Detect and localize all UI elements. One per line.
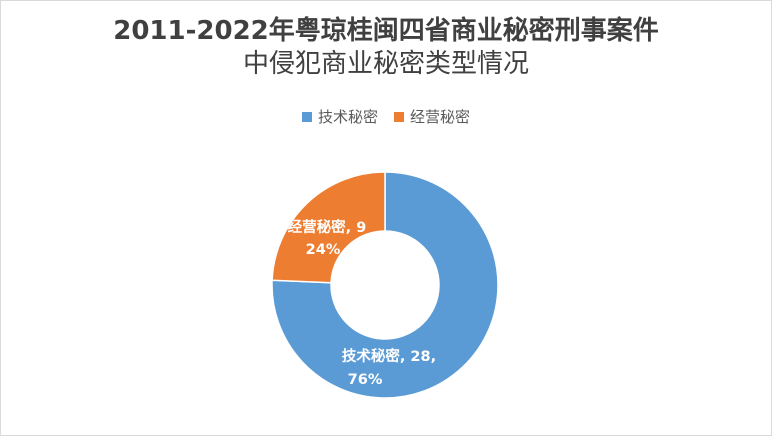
legend-swatch-business [394, 111, 404, 122]
legend-label-tech: 技术秘密 [317, 108, 378, 126]
donut-slice-tech [271, 171, 499, 399]
chart-title-line2: 中侵犯商业秘密类型情况 [242, 49, 529, 79]
donut-slice-business [271, 171, 386, 284]
legend-label-business: 经营秘密 [410, 108, 471, 126]
data-label-business-percent: 24% [306, 242, 341, 258]
chart-title: 2011-2022年粤琼桂闽四省商业秘密刑事案件 中侵犯商业秘密类型情况 [1, 15, 771, 81]
chart-title-line1: 2011-2022年粤琼桂闽四省商业秘密刑事案件 [113, 16, 659, 46]
data-label-business-name: 经营秘密, 9 [288, 218, 367, 236]
legend-swatch-tech [301, 111, 312, 122]
legend-item-business: 经营秘密 [394, 106, 470, 127]
data-label-tech-name: 技术秘密, 28, [342, 347, 436, 365]
legend-item-tech: 技术秘密 [301, 106, 378, 127]
legend: 技术秘密 经营秘密 [1, 106, 771, 127]
data-label-tech-percent: 76% [348, 372, 383, 388]
